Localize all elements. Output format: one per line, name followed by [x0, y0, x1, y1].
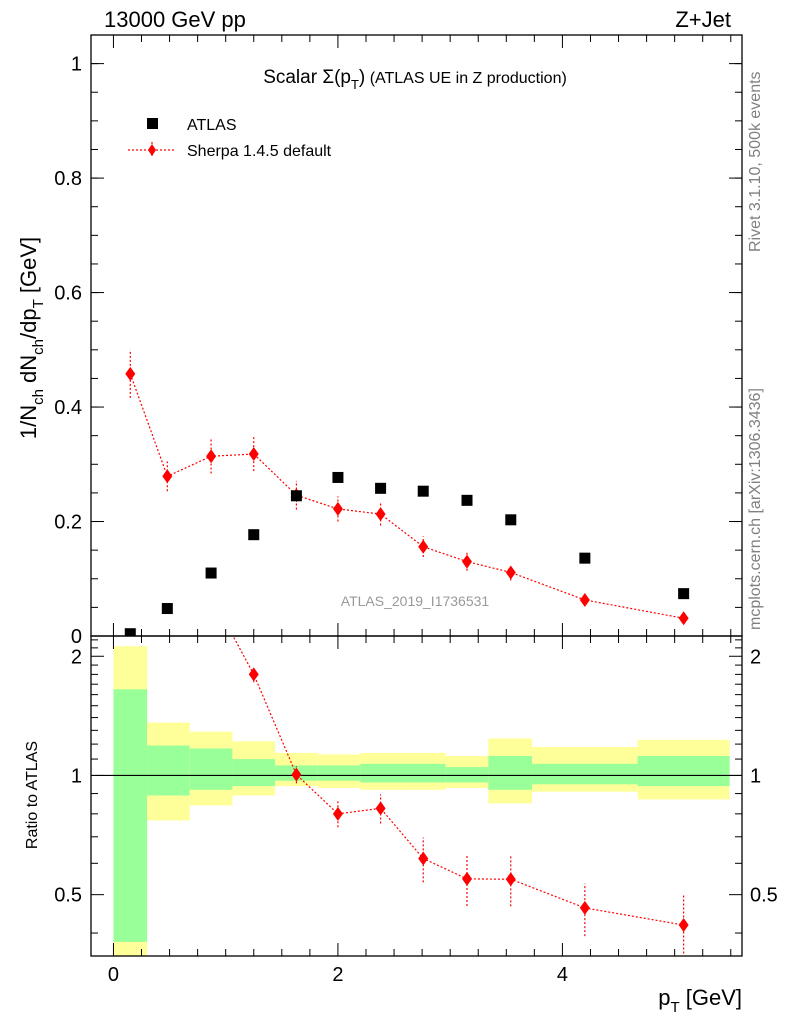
mc-point: [248, 446, 259, 461]
ratio-ytick-label-left: 2: [71, 646, 82, 668]
mc-line: [129, 373, 684, 619]
ratio-frame: [90, 635, 743, 957]
legend-data-label: ATLAS: [187, 117, 237, 134]
main-ticks: 0 0.2 0.4 0.6 0.8 1: [54, 34, 742, 648]
mc-point: [332, 501, 343, 516]
band-inner: [147, 745, 190, 796]
plot-title: Scalar Σ(pT) (ATLAS UE in Z production): [263, 67, 567, 92]
rivet-label: Rivet 3.1.10, 500k events: [747, 71, 764, 252]
ylabel-part-1: ch: [30, 389, 47, 405]
xlabel-sub: T: [670, 999, 679, 1016]
mc-point: [125, 366, 136, 381]
ratio-ytick-label-right: 0.5: [750, 885, 778, 907]
data-point: [375, 482, 387, 494]
legend-mc-marker: [148, 144, 156, 156]
ratio-point: [332, 806, 343, 821]
main-marks: [124, 349, 690, 636]
main-ytick-label: 0.4: [54, 397, 82, 419]
main-ytick-label: 0.8: [54, 168, 82, 190]
ratio-point: [375, 801, 386, 816]
xlabel-unit: [GeV]: [680, 985, 742, 1010]
mc-point: [505, 565, 516, 580]
data-point: [461, 494, 473, 506]
ratio-point: [206, 588, 216, 602]
data-point: [161, 603, 173, 615]
title-symbol: Σ(p: [322, 67, 351, 88]
mc-point: [206, 449, 217, 464]
ratio-point: [678, 918, 689, 933]
band-inner: [113, 689, 148, 942]
ylabel-part-6: [GeV]: [16, 237, 41, 299]
ratio-point: [291, 767, 302, 782]
mc-point: [579, 592, 590, 607]
data-point: [332, 471, 344, 483]
data-point: [124, 628, 136, 636]
band-inner: [403, 763, 446, 783]
ratio-point: [248, 667, 259, 682]
collision-label: 13000 GeV pp: [104, 7, 246, 32]
main-ytick-label: 1: [71, 54, 82, 76]
band-inner: [360, 763, 404, 783]
xlabel-main: p: [658, 985, 670, 1010]
main-ylabel: 1/Nch dNch/dpT [GeV]: [16, 237, 47, 439]
ratio-ytick-label-right: 1: [750, 765, 761, 787]
ratio-ylabel: Ratio to ATLAS: [24, 741, 41, 849]
process-label: Z+Jet: [675, 7, 731, 32]
band-inner: [637, 755, 730, 787]
data-point: [248, 529, 260, 541]
title-rest: (ATLAS UE in Z production): [365, 70, 567, 87]
legend-data-marker: [147, 118, 158, 129]
ratio-point: [462, 871, 473, 886]
ratio-ticks: 0.5 0.5 1 1 2 2 0 2 4: [54, 636, 778, 986]
title-sub: T: [351, 77, 359, 92]
band-inner: [532, 763, 638, 785]
legend: ATLAS Sherpa 1.4.5 default: [128, 117, 332, 160]
data-point: [678, 588, 690, 600]
ratio-xtick-label: 2: [332, 964, 343, 986]
ylabel-part-4: /dp: [16, 308, 41, 339]
ratio-ytick-label-left: 1: [71, 765, 82, 787]
main-ytick-label: 0.2: [54, 512, 82, 534]
ratio-point: [418, 851, 429, 866]
band-inner: [232, 759, 276, 787]
mc-point: [162, 469, 173, 484]
data-point: [205, 567, 217, 579]
ratio-marks: [206, 588, 689, 956]
title-main: Scalar: [263, 67, 322, 88]
data-point: [579, 552, 591, 564]
watermark: ATLAS_2019_I1736531: [341, 593, 490, 609]
mc-point: [678, 611, 689, 626]
ratio-ytick-label-right: 2: [750, 646, 761, 668]
main-ytick-label: 0.6: [54, 283, 82, 305]
data-point: [505, 514, 517, 526]
legend-mc-label: Sherpa 1.4.5 default: [187, 143, 332, 160]
ratio-xlabel: pT [GeV]: [658, 985, 742, 1016]
band-inner: [189, 748, 233, 790]
ylabel-part-5: T: [30, 299, 47, 308]
band-inner: [445, 767, 489, 783]
main-ytick-label: 0: [71, 626, 82, 648]
data-point: [417, 485, 429, 497]
mc-point: [418, 539, 429, 554]
ylabel-part-3: ch: [30, 339, 47, 355]
mc-point: [375, 507, 386, 522]
ratio-ytick-label-left: 0.5: [54, 885, 82, 907]
mcplots-label: mcplots.cern.ch [arXiv:1306.3436]: [747, 388, 764, 630]
ratio-panel: 0.5 0.51 12 20 2 4 Ratio to ATLAS pT [GeV]: [24, 588, 778, 1016]
data-point: [290, 490, 302, 502]
ylabel-part-2: dN: [16, 355, 41, 389]
ratio-bands: [113, 646, 730, 956]
ratio-line: [232, 636, 684, 926]
ratio-point: [579, 900, 590, 915]
ylabel-part-0: 1/N: [16, 405, 41, 439]
band-inner: [317, 765, 361, 781]
band-inner: [488, 755, 533, 790]
ratio-point: [505, 872, 516, 887]
mc-point: [462, 554, 473, 569]
title-close: ): [359, 67, 365, 88]
ratio-xtick-label: 4: [557, 964, 568, 986]
main-panel: 00.20.40.60.81 Scalar Σ(pT) (ATLAS UE in…: [16, 34, 743, 648]
ratio-xtick-label: 0: [108, 964, 119, 986]
